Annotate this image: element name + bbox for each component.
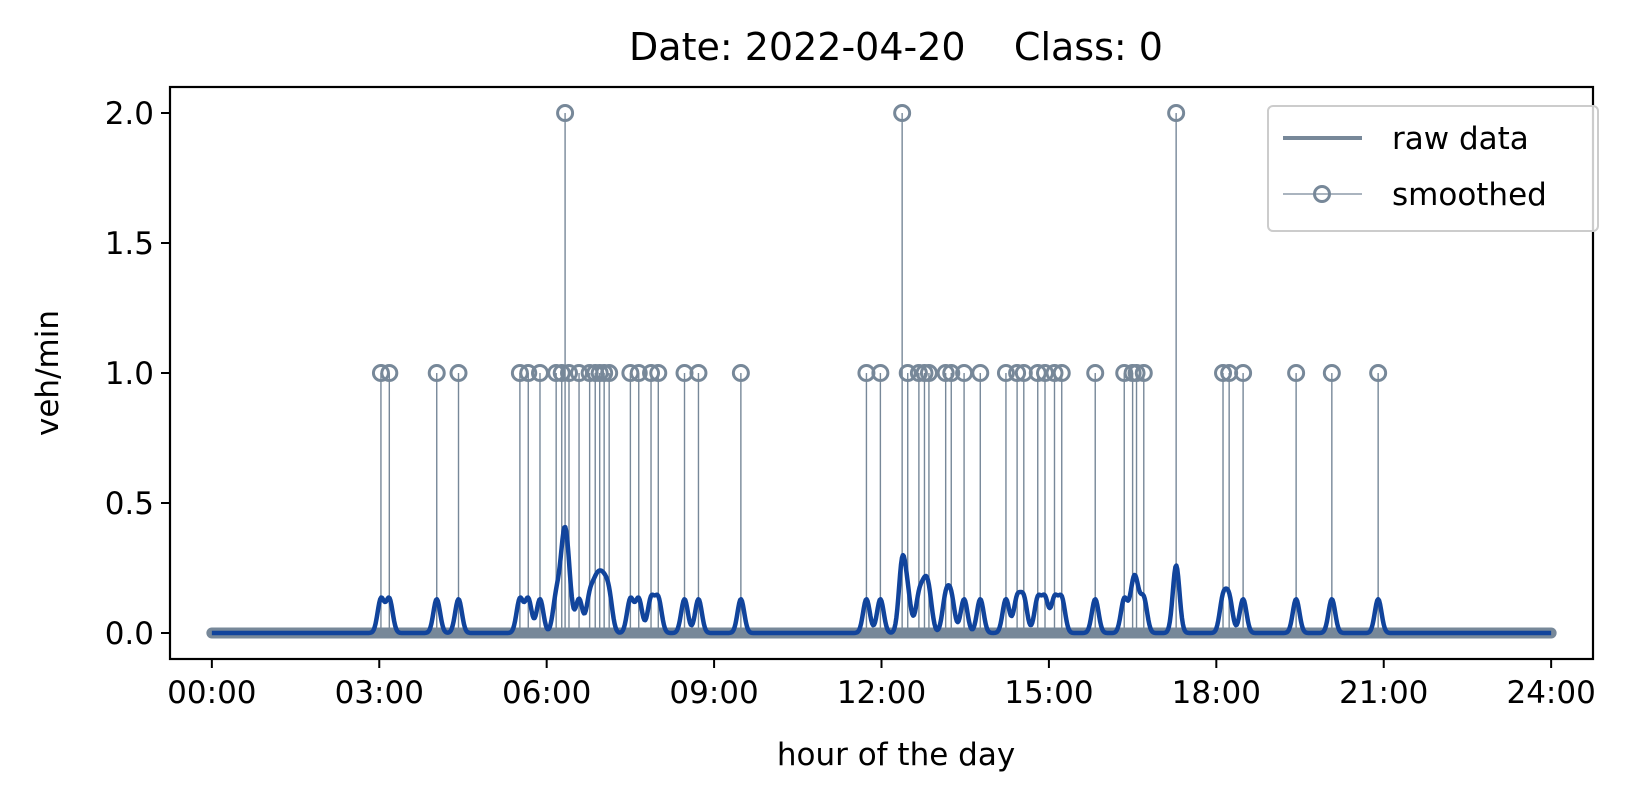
raw-data-marker <box>689 364 708 382</box>
x-tick-label: 21:00 <box>1339 675 1428 711</box>
x-tick-label: 06:00 <box>502 675 591 711</box>
raw-data-marker <box>942 364 961 382</box>
raw-data-marker <box>559 364 578 382</box>
raw-data-marker <box>519 364 538 382</box>
raw-data-marker <box>1134 364 1153 382</box>
raw-data-marker <box>1322 364 1341 382</box>
legend: raw data smoothed <box>1267 105 1599 232</box>
legend-smoothed-swatch-marker <box>1313 185 1331 203</box>
raw-data-marker <box>871 364 890 382</box>
raw-data-marker <box>996 364 1015 382</box>
x-tick-label: 09:00 <box>669 675 758 711</box>
smoothed-series <box>210 524 1553 636</box>
raw-data-marker <box>629 364 648 382</box>
raw-data-marker <box>1287 364 1306 382</box>
y-axis-label: veh/min <box>30 310 66 436</box>
raw-data-marker <box>427 364 446 382</box>
raw-data-marker <box>371 364 390 382</box>
y-tick-label: 0.0 <box>105 616 154 652</box>
legend-raw-data-label: raw data <box>1392 121 1529 157</box>
raw-data-marker <box>642 364 661 382</box>
raw-data-marker <box>595 364 614 382</box>
raw-data-marker <box>1028 364 1047 382</box>
x-tick-label: 00:00 <box>167 675 256 711</box>
raw-data-marker <box>1008 364 1027 382</box>
raw-data-marker <box>552 364 571 382</box>
raw-data-marker <box>1234 364 1253 382</box>
x-tick-label: 12:00 <box>837 675 926 711</box>
legend-smoothed-label: smoothed <box>1392 177 1547 213</box>
raw-data-marker <box>971 364 990 382</box>
chart-title: Date: 2022-04-20 Class: 0 <box>629 25 1163 69</box>
plot-area <box>206 104 1557 639</box>
raw-data-marker <box>936 364 955 382</box>
x-tick-label: 24:00 <box>1506 675 1595 711</box>
y-axis: 0.0 0.5 1.0 1.5 2.0 <box>105 96 170 652</box>
raw-data-marker <box>909 364 928 382</box>
raw-data-marker <box>1167 104 1186 122</box>
x-tick-label: 18:00 <box>1172 675 1261 711</box>
y-tick-label: 1.5 <box>105 226 154 262</box>
x-axis: 00:00 03:00 06:00 09:00 12:00 15:00 18:00 21:00… <box>167 659 1596 711</box>
raw-data-marker <box>1052 364 1071 382</box>
raw-data-marker <box>510 364 529 382</box>
raw-data-markers <box>371 104 1388 382</box>
raw-data-marker <box>556 104 575 122</box>
raw-data-marker <box>1086 364 1105 382</box>
raw-data-marker <box>449 364 468 382</box>
y-tick-label: 2.0 <box>105 96 154 132</box>
raw-data-marker <box>621 364 640 382</box>
raw-data-marker <box>380 364 399 382</box>
raw-data-marker <box>1127 364 1146 382</box>
x-tick-label: 15:00 <box>1004 675 1093 711</box>
raw-data-marker <box>547 364 566 382</box>
x-axis-label: hour of the day <box>777 737 1015 773</box>
raw-data-marker <box>1369 364 1388 382</box>
raw-data-marker <box>893 104 912 122</box>
x-tick-label: 03:00 <box>335 675 424 711</box>
raw-data-marker <box>1036 364 1055 382</box>
y-tick-label: 1.0 <box>105 356 154 392</box>
raw-data-marker <box>1214 364 1233 382</box>
raw-data-marker <box>919 364 938 382</box>
raw-data-marker <box>600 364 619 382</box>
raw-data-marker <box>1115 364 1134 382</box>
raw-data-marker <box>731 364 750 382</box>
raw-data-marker <box>1045 364 1064 382</box>
raw-data-marker <box>898 364 917 382</box>
smoothed-line <box>210 524 1553 636</box>
y-tick-label: 0.5 <box>105 486 154 522</box>
raw-data-marker <box>649 364 668 382</box>
